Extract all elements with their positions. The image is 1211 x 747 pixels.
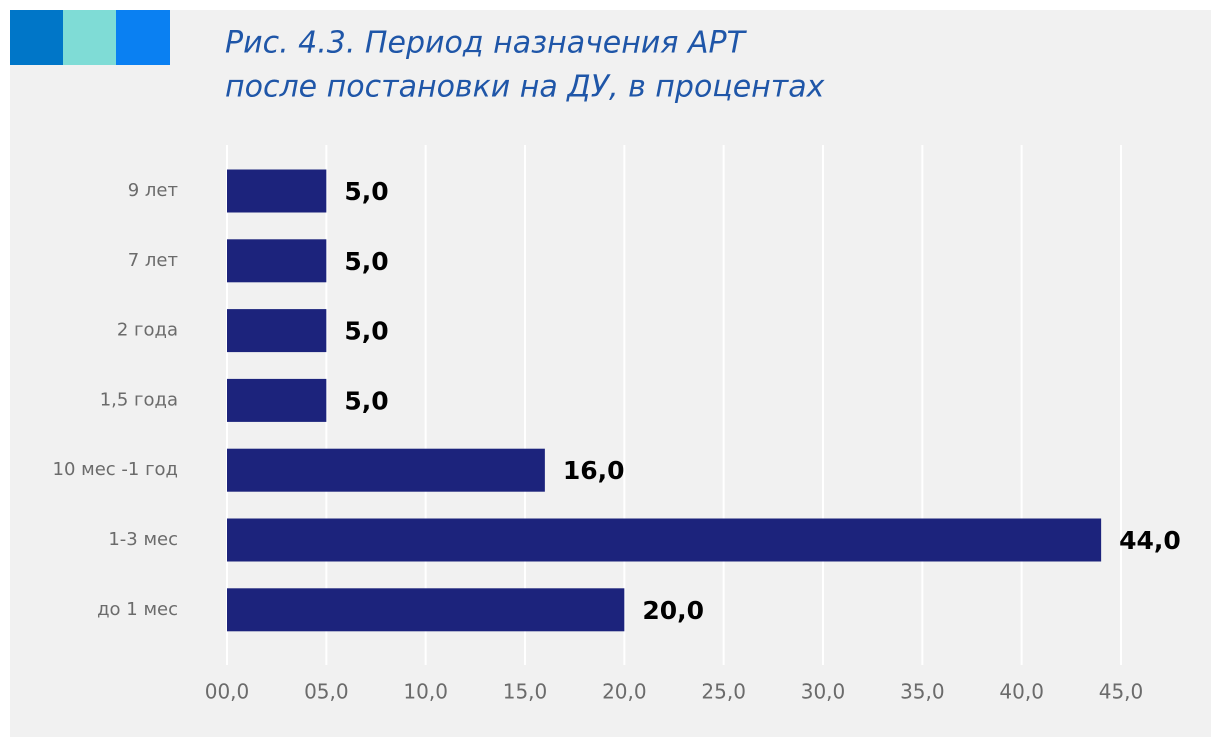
- y-tick-label: 1-3 мес: [108, 529, 178, 550]
- decor-square: [63, 10, 116, 65]
- decor-square: [116, 10, 170, 65]
- bar: [227, 309, 327, 353]
- x-tick-label: 05,0: [304, 680, 349, 704]
- value-label: 5,0: [344, 386, 388, 415]
- x-tick-label: 30,0: [801, 680, 846, 704]
- bar: [227, 169, 327, 213]
- x-tick-label: 35,0: [900, 680, 945, 704]
- y-tick-label: 10 мес -1 год: [53, 459, 178, 480]
- value-label: 16,0: [563, 456, 625, 485]
- value-label: 44,0: [1119, 526, 1181, 555]
- bar: [227, 588, 625, 632]
- x-tick-label: 00,0: [205, 680, 250, 704]
- value-label: 5,0: [344, 317, 388, 346]
- value-label: 5,0: [344, 177, 388, 206]
- y-tick-label: 2 года: [117, 320, 178, 341]
- chart-title: Рис. 4.3. Период назначения АРТ: [225, 26, 748, 61]
- bar: [227, 239, 327, 283]
- bar: [227, 378, 327, 422]
- decor-square: [10, 10, 63, 65]
- x-tick-label: 45,0: [1099, 680, 1144, 704]
- value-label: 5,0: [344, 247, 388, 276]
- y-tick-label: 7 лет: [128, 250, 178, 271]
- x-tick-label: 15,0: [503, 680, 548, 704]
- x-tick-label: 20,0: [602, 680, 647, 704]
- y-tick-label: 9 лет: [128, 180, 178, 201]
- x-tick-label: 25,0: [701, 680, 746, 704]
- bar: [227, 448, 545, 492]
- y-tick-label: до 1 мес: [97, 599, 178, 620]
- x-tick-label: 40,0: [999, 680, 1044, 704]
- y-tick-label: 1,5 года: [100, 389, 178, 410]
- value-label: 20,0: [642, 596, 704, 625]
- chart-title: после постановки на ДУ, в процентах: [225, 70, 825, 105]
- bar: [227, 518, 1102, 562]
- x-tick-label: 10,0: [403, 680, 448, 704]
